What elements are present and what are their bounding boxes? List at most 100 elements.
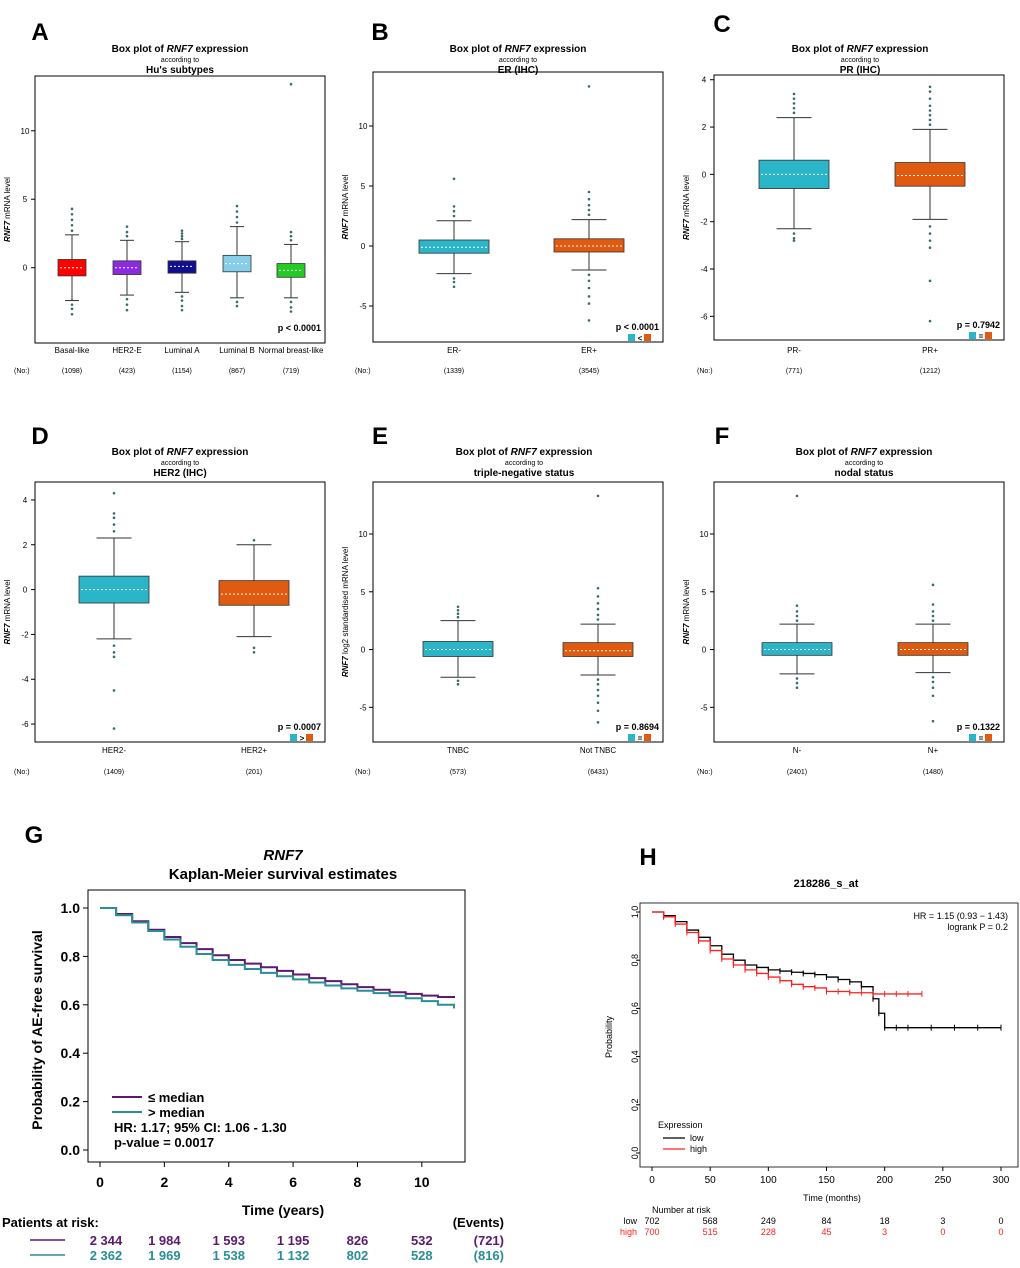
- outlier-point: [596, 694, 600, 698]
- box-0: [418, 239, 490, 254]
- outlier-point: [792, 111, 796, 115]
- outlier-point: [112, 689, 116, 692]
- y-tick-label: -2: [700, 218, 708, 227]
- risk-events: (816): [474, 1248, 504, 1263]
- outlier-point: [70, 229, 74, 233]
- category-label: HER2+: [241, 746, 267, 755]
- y-tick-label: 0: [23, 264, 28, 273]
- outlier-point: [587, 295, 591, 298]
- outlier-point: [596, 688, 600, 692]
- category-label: ER-: [447, 346, 461, 355]
- plot-title: 218286_s_at: [794, 878, 859, 890]
- p-value: p = 0.0007: [278, 722, 321, 732]
- outlier-point: [928, 279, 932, 283]
- y-axis-label: RNF7 mRNA level: [3, 177, 12, 242]
- category-label: N-: [793, 746, 802, 755]
- plot-group: ER (IHC): [498, 65, 539, 76]
- y-tick-label: 2: [23, 541, 28, 550]
- y-tick-label: 0.2: [61, 1094, 81, 1110]
- outlier-point: [289, 230, 293, 234]
- outlier-point: [180, 295, 184, 298]
- category-label: ER+: [581, 346, 597, 355]
- legend-label: low: [690, 1133, 704, 1143]
- outlier-point: [792, 232, 796, 235]
- y-tick-label: 10: [700, 530, 709, 539]
- legend-swatch-right: [644, 334, 651, 341]
- category-label: PR+: [922, 346, 938, 355]
- outlier-point: [70, 312, 74, 316]
- outlier-point: [792, 97, 796, 100]
- outlier-point: [70, 218, 74, 222]
- comparison-sign: >: [300, 734, 305, 743]
- y-tick-label: 0: [361, 646, 366, 655]
- plot-title: Box plot of RNF7 expression: [792, 44, 929, 55]
- outlier-point: [452, 285, 456, 289]
- plot-subtitle: according to: [505, 460, 543, 467]
- outlier-point: [235, 300, 239, 304]
- outlier-point: [587, 203, 591, 207]
- outlier-point: [596, 721, 600, 724]
- outlier-point: [112, 491, 116, 495]
- y-tick-label: -6: [21, 720, 29, 729]
- outlier-point: [125, 225, 129, 228]
- outlier-point: [931, 619, 935, 622]
- outlier-point: [931, 686, 935, 689]
- y-tick-label: -4: [21, 675, 29, 684]
- outlier-point: [928, 232, 932, 235]
- category-label: HER2-: [102, 746, 126, 755]
- y-axis-label: RNF7 mRNA level: [682, 175, 691, 240]
- outlier-point: [792, 102, 796, 105]
- risk-value: 1 984: [148, 1233, 181, 1248]
- p-value: p < 0.0001: [278, 323, 321, 333]
- legend-swatch-left: [969, 332, 976, 339]
- count-label: (719): [283, 368, 299, 375]
- count-label: (1339): [444, 368, 464, 375]
- x-axis-label: Time (months): [803, 1193, 861, 1203]
- count-header: (No:): [14, 769, 30, 776]
- count-label: (1154): [172, 368, 192, 375]
- y-axis-label: RNF7 mRNA level: [3, 579, 12, 644]
- panel-letter: G: [25, 822, 44, 849]
- outlier-point: [928, 225, 932, 228]
- box-0: [761, 642, 833, 656]
- outlier-point: [180, 232, 184, 235]
- box-1: [562, 642, 634, 657]
- outlier-point: [289, 234, 293, 238]
- outlier-point: [235, 215, 239, 219]
- risk-value: 3: [940, 1216, 945, 1226]
- outlier-point: [70, 303, 74, 306]
- comparison-sign: =: [979, 734, 984, 743]
- y-tick-label: -5: [359, 703, 367, 712]
- outlier-point: [928, 319, 932, 323]
- outlier-point: [112, 516, 116, 520]
- box-1: [897, 642, 969, 656]
- risk-value: 702: [644, 1216, 659, 1226]
- y-tick-label: 0: [702, 646, 707, 655]
- x-tick-label: 50: [705, 1175, 717, 1186]
- outlier-point: [252, 651, 256, 654]
- y-tick-label: 0.6: [61, 997, 81, 1013]
- panel-letter: D: [31, 423, 48, 450]
- km-panel-H: H 218286_s_at 0.0 0.2 0.4 0.6 0.8 1.0 0 50 100 150 2…: [604, 844, 1019, 1237]
- outlier-point: [456, 608, 460, 612]
- outlier-point: [125, 230, 129, 234]
- risk-value: 2 362: [90, 1248, 123, 1263]
- outlier-point: [795, 610, 799, 613]
- x-tick-label: 250: [934, 1175, 951, 1186]
- outlier-point: [180, 299, 184, 302]
- x-tick-label: 0: [96, 1174, 104, 1190]
- risk-value: 802: [347, 1248, 369, 1263]
- outlier-point: [928, 97, 932, 100]
- count-label: (1098): [62, 368, 82, 375]
- x-tick-label: 2: [160, 1174, 168, 1190]
- y-tick-label: -5: [700, 703, 708, 712]
- outlier-point: [795, 604, 799, 607]
- box-panel-F: F Box plot of RNF7 expression according to…: [682, 423, 1005, 776]
- outlier-point: [795, 614, 799, 618]
- legend-swatch-right: [985, 332, 992, 339]
- plot-frame: [34, 75, 326, 344]
- count-label: (2401): [787, 769, 807, 776]
- outlier-point: [928, 113, 932, 117]
- plot-subtitle: according to: [161, 57, 199, 64]
